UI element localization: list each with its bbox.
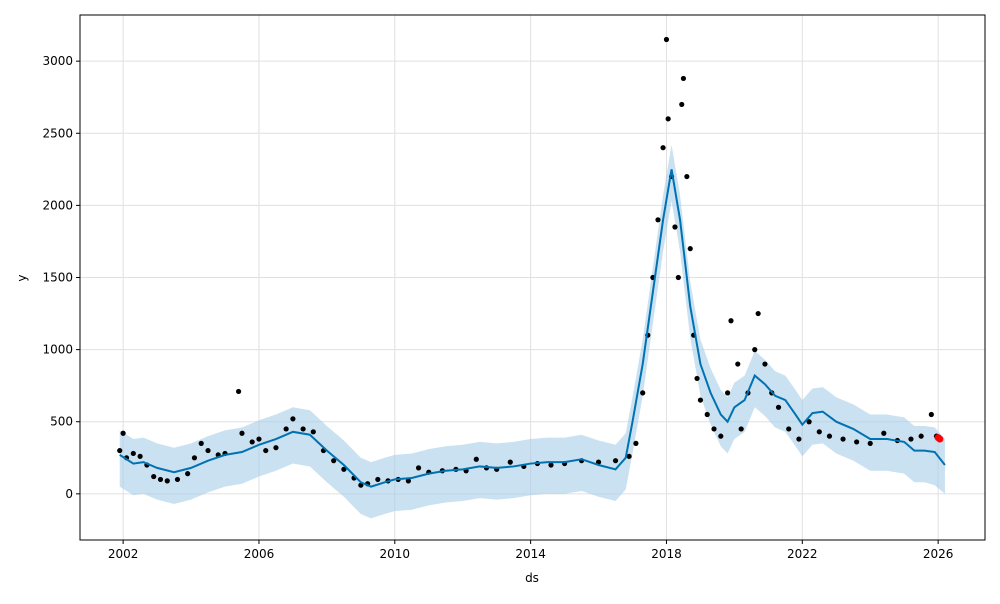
- observed-point: [633, 440, 639, 446]
- observed-point: [164, 478, 170, 484]
- x-tick-label: 2026: [923, 547, 954, 561]
- observed-point: [256, 436, 262, 442]
- x-tick-label: 2022: [787, 547, 818, 561]
- observed-point: [405, 478, 411, 484]
- observed-point: [786, 426, 792, 432]
- observed-point: [473, 456, 479, 462]
- observed-point: [854, 439, 860, 445]
- observed-point: [663, 36, 670, 43]
- observed-point: [185, 471, 191, 477]
- observed-point: [331, 458, 337, 464]
- observed-point: [680, 75, 687, 82]
- y-tick-label: 3000: [42, 54, 73, 68]
- observed-point: [375, 476, 381, 483]
- observed-point: [806, 419, 812, 425]
- y-tick-label: 500: [50, 415, 73, 429]
- plot-frame: [79, 14, 986, 541]
- x-tick-label: 2010: [380, 547, 411, 561]
- observed-point: [130, 450, 136, 457]
- observed-point: [660, 145, 666, 151]
- observed-point: [675, 274, 681, 281]
- observed-point: [881, 430, 887, 436]
- observed-point: [191, 455, 198, 461]
- x-tick-label: 2006: [244, 547, 275, 561]
- observed-point: [117, 447, 123, 454]
- observed-point: [310, 429, 316, 435]
- y-axis-label: y: [15, 274, 29, 281]
- observed-point: [239, 430, 245, 436]
- observed-point: [507, 459, 513, 465]
- observed-point: [174, 476, 181, 483]
- observed-point: [665, 116, 671, 122]
- observed-point: [137, 453, 143, 459]
- x-tick-label: 2014: [515, 547, 546, 561]
- observed-point: [867, 440, 873, 446]
- y-tick-label: 2000: [42, 198, 73, 212]
- y-tick-label: 0: [65, 487, 73, 501]
- observed-point: [697, 397, 704, 403]
- observed-point: [273, 445, 279, 451]
- observed-point: [724, 390, 731, 396]
- observed-point: [595, 459, 602, 465]
- observed-point: [918, 433, 924, 439]
- x-tick-label: 2018: [651, 547, 682, 561]
- observed-point: [840, 436, 846, 442]
- observed-point: [290, 416, 296, 422]
- observed-point: [687, 246, 693, 252]
- observed-point: [796, 436, 802, 442]
- observed-point: [752, 347, 758, 353]
- observed-point: [704, 411, 710, 418]
- observed-point: [672, 224, 678, 230]
- uncertainty-band: [119, 144, 945, 519]
- observed-point: [235, 388, 242, 395]
- x-axis-label: ds: [525, 571, 539, 585]
- observed-point: [341, 466, 347, 472]
- forecast-line: [119, 169, 946, 488]
- y-tick-label: 1000: [42, 343, 73, 357]
- y-tick-label: 1500: [42, 271, 73, 285]
- observed-point: [735, 361, 741, 367]
- y-tick-label: 2500: [42, 126, 73, 140]
- observed-point: [762, 361, 768, 367]
- observed-point: [300, 426, 306, 432]
- observed-point: [711, 426, 717, 432]
- observed-point: [928, 411, 934, 418]
- recent-point: [936, 435, 944, 443]
- observed-point: [728, 318, 734, 324]
- observed-point: [415, 465, 422, 471]
- observed-point: [655, 217, 661, 223]
- observed-point: [263, 447, 269, 454]
- observed-point: [826, 433, 833, 439]
- observed-point: [684, 173, 690, 180]
- observed-point: [612, 458, 619, 464]
- observed-point: [283, 426, 289, 432]
- observed-point: [120, 430, 126, 436]
- observed-point: [679, 101, 685, 108]
- observed-point: [151, 473, 157, 480]
- observed-point: [157, 476, 164, 483]
- observed-point: [626, 453, 632, 459]
- observed-point: [775, 404, 782, 410]
- observed-point: [816, 429, 822, 435]
- observed-point: [738, 426, 744, 432]
- observed-point: [198, 440, 204, 446]
- observed-point: [249, 439, 255, 445]
- observed-point: [718, 433, 724, 439]
- observed-point: [640, 390, 646, 396]
- observed-point: [205, 447, 211, 454]
- observed-point: [908, 436, 914, 442]
- x-tick-label: 2002: [108, 547, 139, 561]
- observed-point: [548, 462, 554, 468]
- observed-point: [755, 310, 761, 317]
- observed-point: [694, 375, 700, 382]
